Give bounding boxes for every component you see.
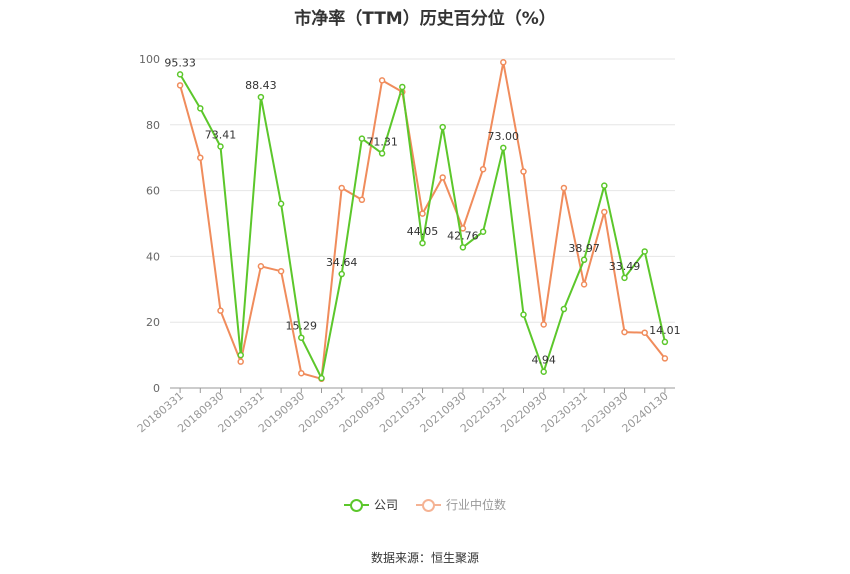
data-label: 95.33 (164, 56, 196, 69)
chart-title: 市净率（TTM）历史百分位（%） (294, 9, 556, 29)
legend-item-company[interactable]: 公司 (343, 496, 398, 513)
point-company (378, 150, 386, 157)
point-company (338, 270, 345, 278)
point-industry (439, 174, 446, 181)
legend-swatch-company (343, 498, 369, 512)
point-company (540, 368, 547, 375)
point-company (500, 144, 507, 152)
point-industry (661, 355, 669, 362)
data-label: 33.49 (609, 260, 641, 273)
point-industry (540, 321, 547, 328)
y-tick-label: 0 (153, 382, 160, 395)
series-lines (176, 59, 669, 383)
point-company (601, 182, 608, 189)
point-industry (217, 307, 224, 314)
point-industry (257, 263, 265, 270)
data-label: 4.94 (531, 354, 556, 367)
point-company (641, 248, 648, 255)
data-label: 15.29 (286, 320, 318, 333)
source-note: 数据来源：恒生聚源 (370, 551, 479, 565)
point-company (399, 83, 406, 91)
point-company (176, 71, 184, 78)
data-label: 38.97 (568, 242, 600, 255)
data-label: 14.01 (649, 324, 681, 337)
point-company (439, 123, 446, 131)
point-industry (601, 208, 608, 216)
legend-swatch-industry (416, 498, 441, 512)
point-company (419, 239, 426, 247)
point-industry (500, 59, 507, 66)
point-industry (479, 165, 487, 173)
legend-item-industry[interactable]: 行业中位数 (416, 496, 506, 513)
point-industry (176, 82, 184, 89)
data-label: 73.00 (488, 130, 520, 143)
data-label: 71.31 (366, 135, 398, 148)
point-industry (378, 77, 386, 84)
point-industry (298, 369, 305, 377)
y-tick-label: 20 (146, 316, 160, 329)
point-company (580, 256, 588, 264)
point-industry (237, 358, 244, 365)
point-company (560, 305, 568, 313)
point-company (237, 351, 244, 359)
point-industry (358, 196, 366, 204)
point-company (621, 274, 628, 282)
point-industry (197, 154, 204, 161)
point-industry (277, 267, 285, 275)
data-label: 88.43 (245, 79, 277, 92)
point-company (217, 143, 224, 150)
point-company (520, 311, 527, 318)
point-company (358, 135, 366, 142)
data-labels: 95.33 73.41 88.43 15.29 34.64 71.31 44.05 42.76… (164, 56, 680, 366)
point-industry (338, 184, 345, 192)
point-company (277, 200, 285, 208)
point-company (298, 334, 305, 341)
point-company (318, 374, 325, 382)
point-company (197, 105, 204, 112)
data-label: 73.41 (205, 128, 237, 141)
legend-label-industry: 行业中位数 (446, 498, 507, 512)
data-label: 44.05 (407, 225, 439, 238)
grid-lines (170, 58, 675, 323)
legend: 公司 行业中位数 (0, 496, 850, 513)
point-company (257, 93, 265, 101)
point-company (459, 244, 467, 251)
point-industry (520, 168, 527, 175)
y-tick-label: 40 (146, 250, 160, 263)
point-industry (621, 328, 628, 336)
y-tick-label: 100 (139, 53, 160, 66)
point-industry (560, 184, 568, 192)
point-industry (419, 210, 426, 217)
legend-label-company: 公司 (373, 498, 398, 512)
point-company (479, 228, 487, 235)
y-tick-label: 80 (146, 119, 160, 132)
series-line-industry (179, 61, 666, 380)
y-tick-label: 60 (146, 185, 160, 198)
point-company (661, 338, 669, 346)
data-label: 42.76 (447, 229, 479, 242)
data-label: 34.64 (326, 256, 358, 269)
point-industry (641, 329, 648, 336)
point-industry (580, 281, 588, 288)
